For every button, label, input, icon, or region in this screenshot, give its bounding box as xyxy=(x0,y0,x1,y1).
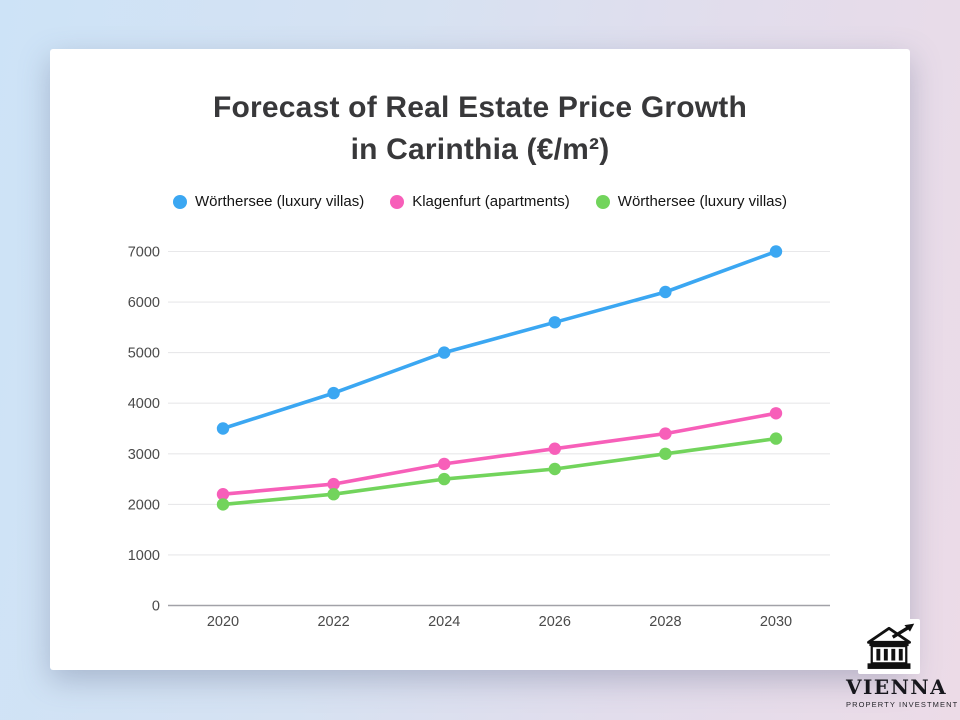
x-tick-label: 2028 xyxy=(649,614,681,630)
y-tick-label: 7000 xyxy=(128,245,160,261)
y-tick-label: 5000 xyxy=(128,346,160,362)
x-tick-label: 2024 xyxy=(428,614,460,630)
legend-item-0: Wörthersee (luxury villas) xyxy=(172,193,365,210)
chart-card: Forecast of Real Estate Price Growth in C… xyxy=(50,49,910,670)
data-point xyxy=(327,386,340,400)
y-tick-label: 6000 xyxy=(128,295,160,311)
series-line-2 xyxy=(221,436,778,507)
line-chart: 0 1000 2000 3000 4000 5000 6000 7000 2020 2022 202… xyxy=(128,245,830,630)
data-point xyxy=(769,432,783,445)
data-point xyxy=(769,245,783,258)
chart-title: Forecast of Real Estate Price Growth in C… xyxy=(50,87,910,171)
y-tick-label: 3000 xyxy=(128,447,160,463)
y-tick-label: 0 xyxy=(152,599,160,615)
data-point xyxy=(769,407,783,420)
data-point xyxy=(438,457,451,471)
legend-dot-icon xyxy=(595,194,610,209)
x-tick-label: 2022 xyxy=(317,614,349,630)
data-point xyxy=(216,422,230,435)
data-point xyxy=(659,285,672,299)
legend-item-1: Klagenfurt (apartments) xyxy=(390,193,570,210)
data-point xyxy=(438,472,451,486)
brand-logo: VIENNA PROPERTY INVESTMENT xyxy=(846,619,959,709)
legend-label: Klagenfurt (apartments) xyxy=(412,193,570,210)
data-point xyxy=(548,442,561,455)
legend-item-2: Wörthersee (luxury villas) xyxy=(595,193,787,210)
data-point xyxy=(548,462,561,476)
x-tick-label: 2026 xyxy=(539,614,571,630)
series-line-0 xyxy=(221,249,778,431)
data-point xyxy=(659,427,672,440)
data-point xyxy=(548,316,561,329)
y-tick-label: 4000 xyxy=(128,396,160,412)
building-arrow-icon xyxy=(867,623,915,669)
legend-dot-icon xyxy=(172,194,187,209)
y-tick-label: 2000 xyxy=(128,497,160,513)
data-point xyxy=(327,477,340,491)
data-point xyxy=(216,498,230,511)
x-tick-label: 2030 xyxy=(760,614,792,630)
chart-title-line-2: in Carinthia (€/m²) xyxy=(350,133,610,166)
logo-icon-plate xyxy=(858,619,920,674)
data-point xyxy=(327,488,340,501)
legend-dot-icon xyxy=(390,194,405,209)
logo-brand-name: VIENNA xyxy=(846,675,948,699)
series-line-1 xyxy=(221,411,778,497)
chart-title-line-1: Forecast of Real Estate Price Growth xyxy=(212,91,748,124)
data-point xyxy=(659,447,672,460)
x-tick-label: 2020 xyxy=(207,614,239,630)
logo-tagline: PROPERTY INVESTMENT xyxy=(846,700,959,709)
data-point xyxy=(438,346,451,359)
data-point xyxy=(216,488,230,501)
legend-label: Wörthersee (luxury villas) xyxy=(194,193,365,210)
y-tick-label: 1000 xyxy=(128,548,160,564)
chart-legend: Wörthersee (luxury villas) Klagenfurt (ap… xyxy=(50,193,910,210)
legend-label: Wörthersee (luxury villas) xyxy=(617,193,787,210)
